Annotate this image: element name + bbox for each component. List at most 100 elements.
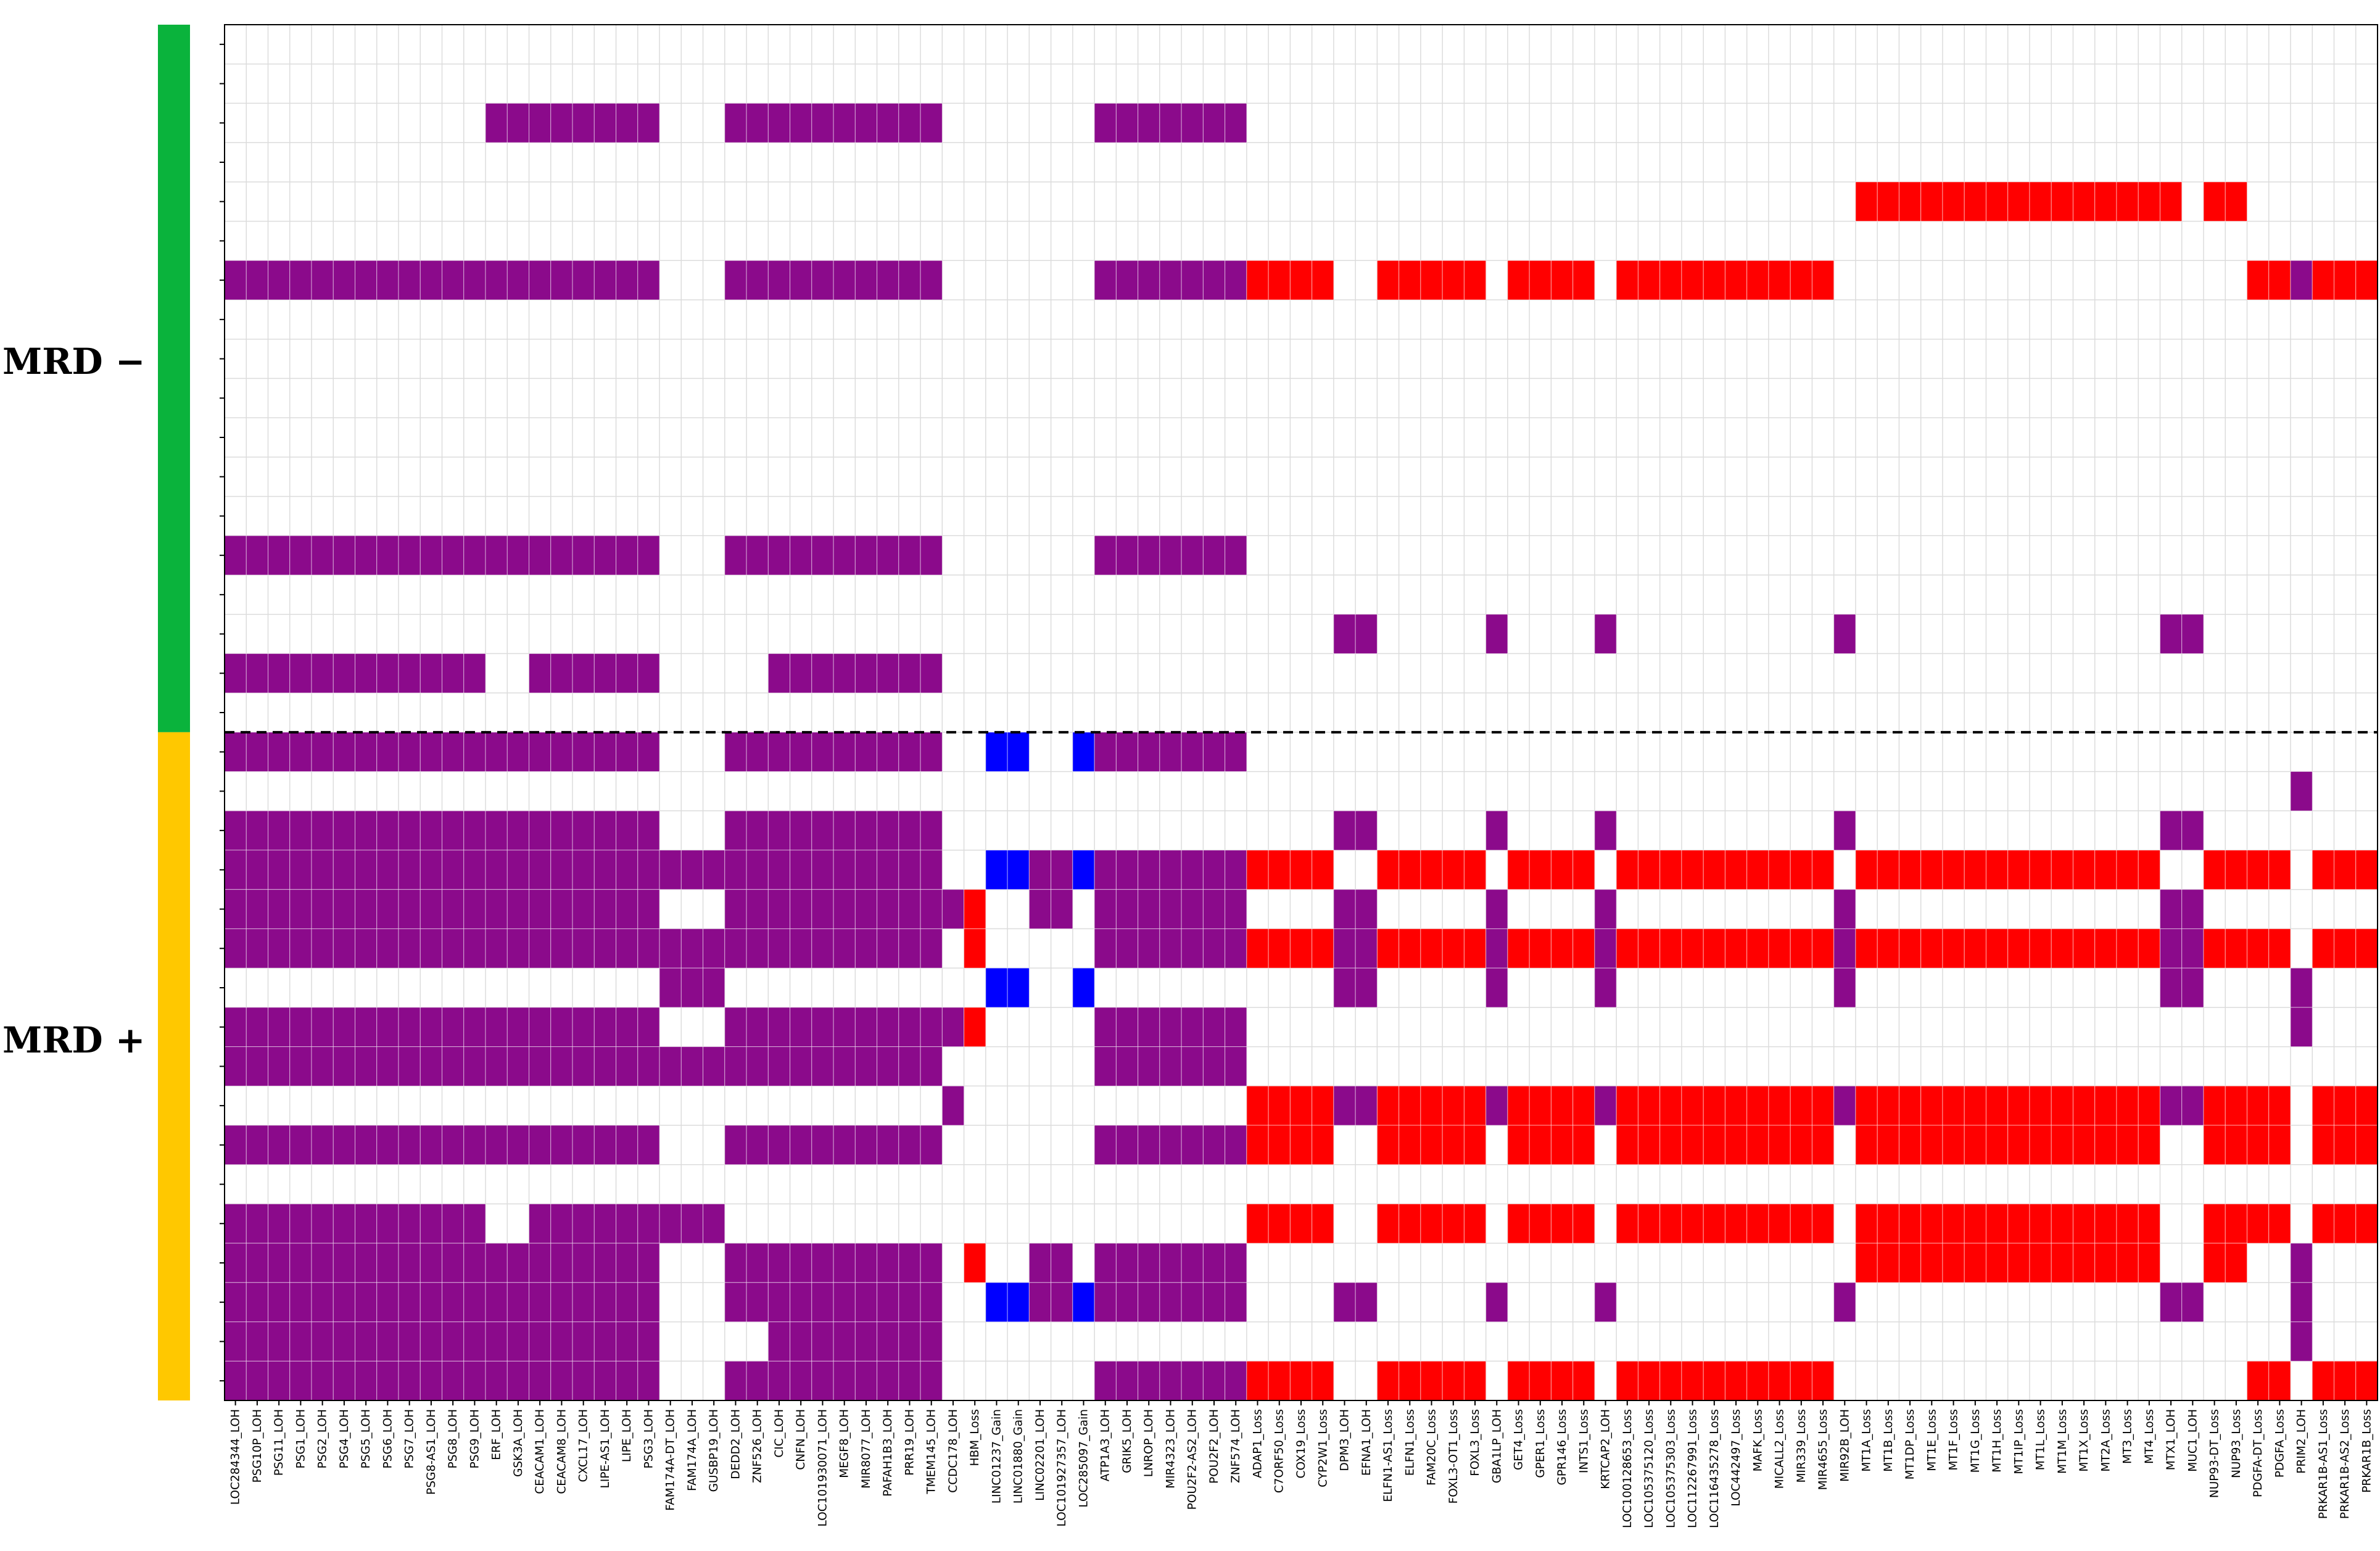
heatmap-cell-loh (898, 535, 921, 576)
heatmap-cell-loh (355, 535, 378, 576)
heatmap-cell-loh (854, 653, 878, 693)
heatmap-cell-loss (1399, 850, 1421, 890)
heatmap-cell-loss (1681, 1203, 1704, 1244)
heatmap-cell-loh (246, 1321, 269, 1362)
heatmap-cell-loss (1289, 1085, 1313, 1126)
heatmap-cell-loss (1703, 850, 1725, 890)
heatmap-cell-loh (593, 1282, 617, 1323)
column-label: MT1DP_Loss (1904, 1409, 1917, 1479)
heatmap-cell-loss (2072, 181, 2096, 222)
heatmap-cell-loh (854, 850, 878, 890)
heatmap-cell-loss (1964, 850, 1986, 890)
heatmap-cell-loh (593, 1125, 617, 1165)
heatmap-cell-loss (1985, 928, 2009, 969)
heatmap-cell-loh (724, 102, 747, 143)
heatmap-cell-loh (311, 1243, 334, 1283)
column-label: CXCL17_LOH (577, 1409, 590, 1482)
heatmap-cell-loss (1637, 260, 1661, 300)
heatmap-cell-loh (1094, 1282, 1117, 1323)
heatmap-cell-loss (1768, 1125, 1791, 1165)
heatmap-cell-loh (333, 1243, 356, 1283)
heatmap-cell-loh (1225, 1243, 1247, 1283)
heatmap-cell-gain (1007, 1282, 1030, 1323)
heatmap-cell-loh (637, 1360, 660, 1401)
heatmap-cell-loss (1312, 850, 1334, 890)
heatmap-cell-loh (442, 1046, 465, 1086)
heatmap-cell-loh (1181, 1360, 1204, 1401)
heatmap-cell-loh (485, 889, 508, 929)
heatmap-cell-loh (398, 1007, 421, 1048)
heatmap-cell-loh (746, 1046, 769, 1086)
heatmap-cell-loss (2203, 1085, 2226, 1126)
heatmap-cell-loh (529, 928, 552, 969)
column-label: PRKAR1B-AS2_Loss (2339, 1409, 2352, 1519)
heatmap-cell-loh (854, 928, 878, 969)
heatmap-cell-loh (746, 102, 769, 143)
heatmap-cell-loss (2333, 1360, 2357, 1401)
heatmap-cell-loh (224, 1282, 247, 1323)
heatmap-cell-loh (224, 1203, 247, 1244)
heatmap-cell-loh (854, 889, 878, 929)
heatmap-cell-loh (790, 1007, 812, 1048)
heatmap-cell-loh (811, 850, 834, 890)
heatmap-cell-loh (854, 1125, 878, 1165)
heatmap-cell-loh (854, 810, 878, 851)
heatmap-cell-loh (833, 1007, 856, 1048)
heatmap-cell-loss (1898, 1085, 1922, 1126)
heatmap-cell-loss (1529, 1360, 1552, 1401)
heatmap-cell-loss (1420, 1125, 1443, 1165)
heatmap-cell-loh (703, 928, 725, 969)
heatmap-cell-loh (224, 1321, 247, 1362)
heatmap-cell-loss (2007, 850, 2030, 890)
heatmap-cell-loh (680, 1046, 704, 1086)
heatmap-cell-loh (506, 1046, 530, 1086)
heatmap-cell-loh (811, 260, 834, 300)
heatmap-cell-loh (550, 850, 573, 890)
heatmap-cell-loss (2355, 1125, 2378, 1165)
heatmap-cell-loh (616, 850, 638, 890)
heatmap-cell-loh (593, 653, 617, 693)
heatmap-cell-loh (463, 889, 486, 929)
heatmap-cell-loss (1724, 850, 1748, 890)
heatmap-cell-loh (1355, 889, 1378, 929)
heatmap-cell-loh (854, 1282, 878, 1323)
heatmap-cell-loss (1703, 1085, 1725, 1126)
heatmap-cell-loh (398, 928, 421, 969)
heatmap-cell-loss (1289, 1203, 1313, 1244)
heatmap-cell-loss (1420, 1360, 1443, 1401)
column-label: MT1G_Loss (1969, 1409, 1982, 1473)
heatmap-cell-loss (1985, 181, 2009, 222)
heatmap-cell-loh (419, 850, 443, 890)
column-label: KRTCAP2_LOH (1600, 1409, 1613, 1489)
heatmap-cell-loh (2159, 928, 2183, 969)
heatmap-cell-loh (616, 1321, 638, 1362)
heatmap-cell-loh (833, 1243, 856, 1283)
heatmap-cell-loss (1463, 260, 1487, 300)
heatmap-cell-loh (593, 810, 617, 851)
heatmap-cell-loh (355, 850, 378, 890)
heatmap-cell-loss (1399, 1360, 1421, 1401)
heatmap-cell-loss (1572, 1203, 1595, 1244)
heatmap-cell-loss (1246, 1085, 1269, 1126)
heatmap-cell-loss (1746, 1360, 1769, 1401)
heatmap-cell-loh (311, 1007, 334, 1048)
heatmap-cell-loss (2094, 181, 2117, 222)
heatmap-cell-loh (529, 1321, 552, 1362)
heatmap-cell-loss (2312, 1085, 2334, 1126)
heatmap-cell-loh (333, 260, 356, 300)
heatmap-cell-loss (1768, 1203, 1791, 1244)
heatmap-cell-loss (1920, 1243, 1943, 1283)
heatmap-cell-loh (463, 1321, 486, 1362)
heatmap-cell-loss (1529, 928, 1552, 969)
mrd-negative-label: MRD − (2, 341, 146, 383)
heatmap-cell-loh (1202, 850, 1226, 890)
heatmap-cell-loh (442, 1360, 465, 1401)
heatmap-cell-loss (2051, 1203, 2073, 1244)
heatmap-cell-loh (790, 653, 812, 693)
heatmap-cell-loss (1790, 1125, 1812, 1165)
heatmap-cell-loss (1985, 1085, 2009, 1126)
heatmap-cell-loh (920, 1360, 943, 1401)
heatmap-cell-loh (463, 1125, 486, 1165)
heatmap-cell-loh (1051, 1282, 1073, 1323)
heatmap-cell-loh (550, 810, 573, 851)
